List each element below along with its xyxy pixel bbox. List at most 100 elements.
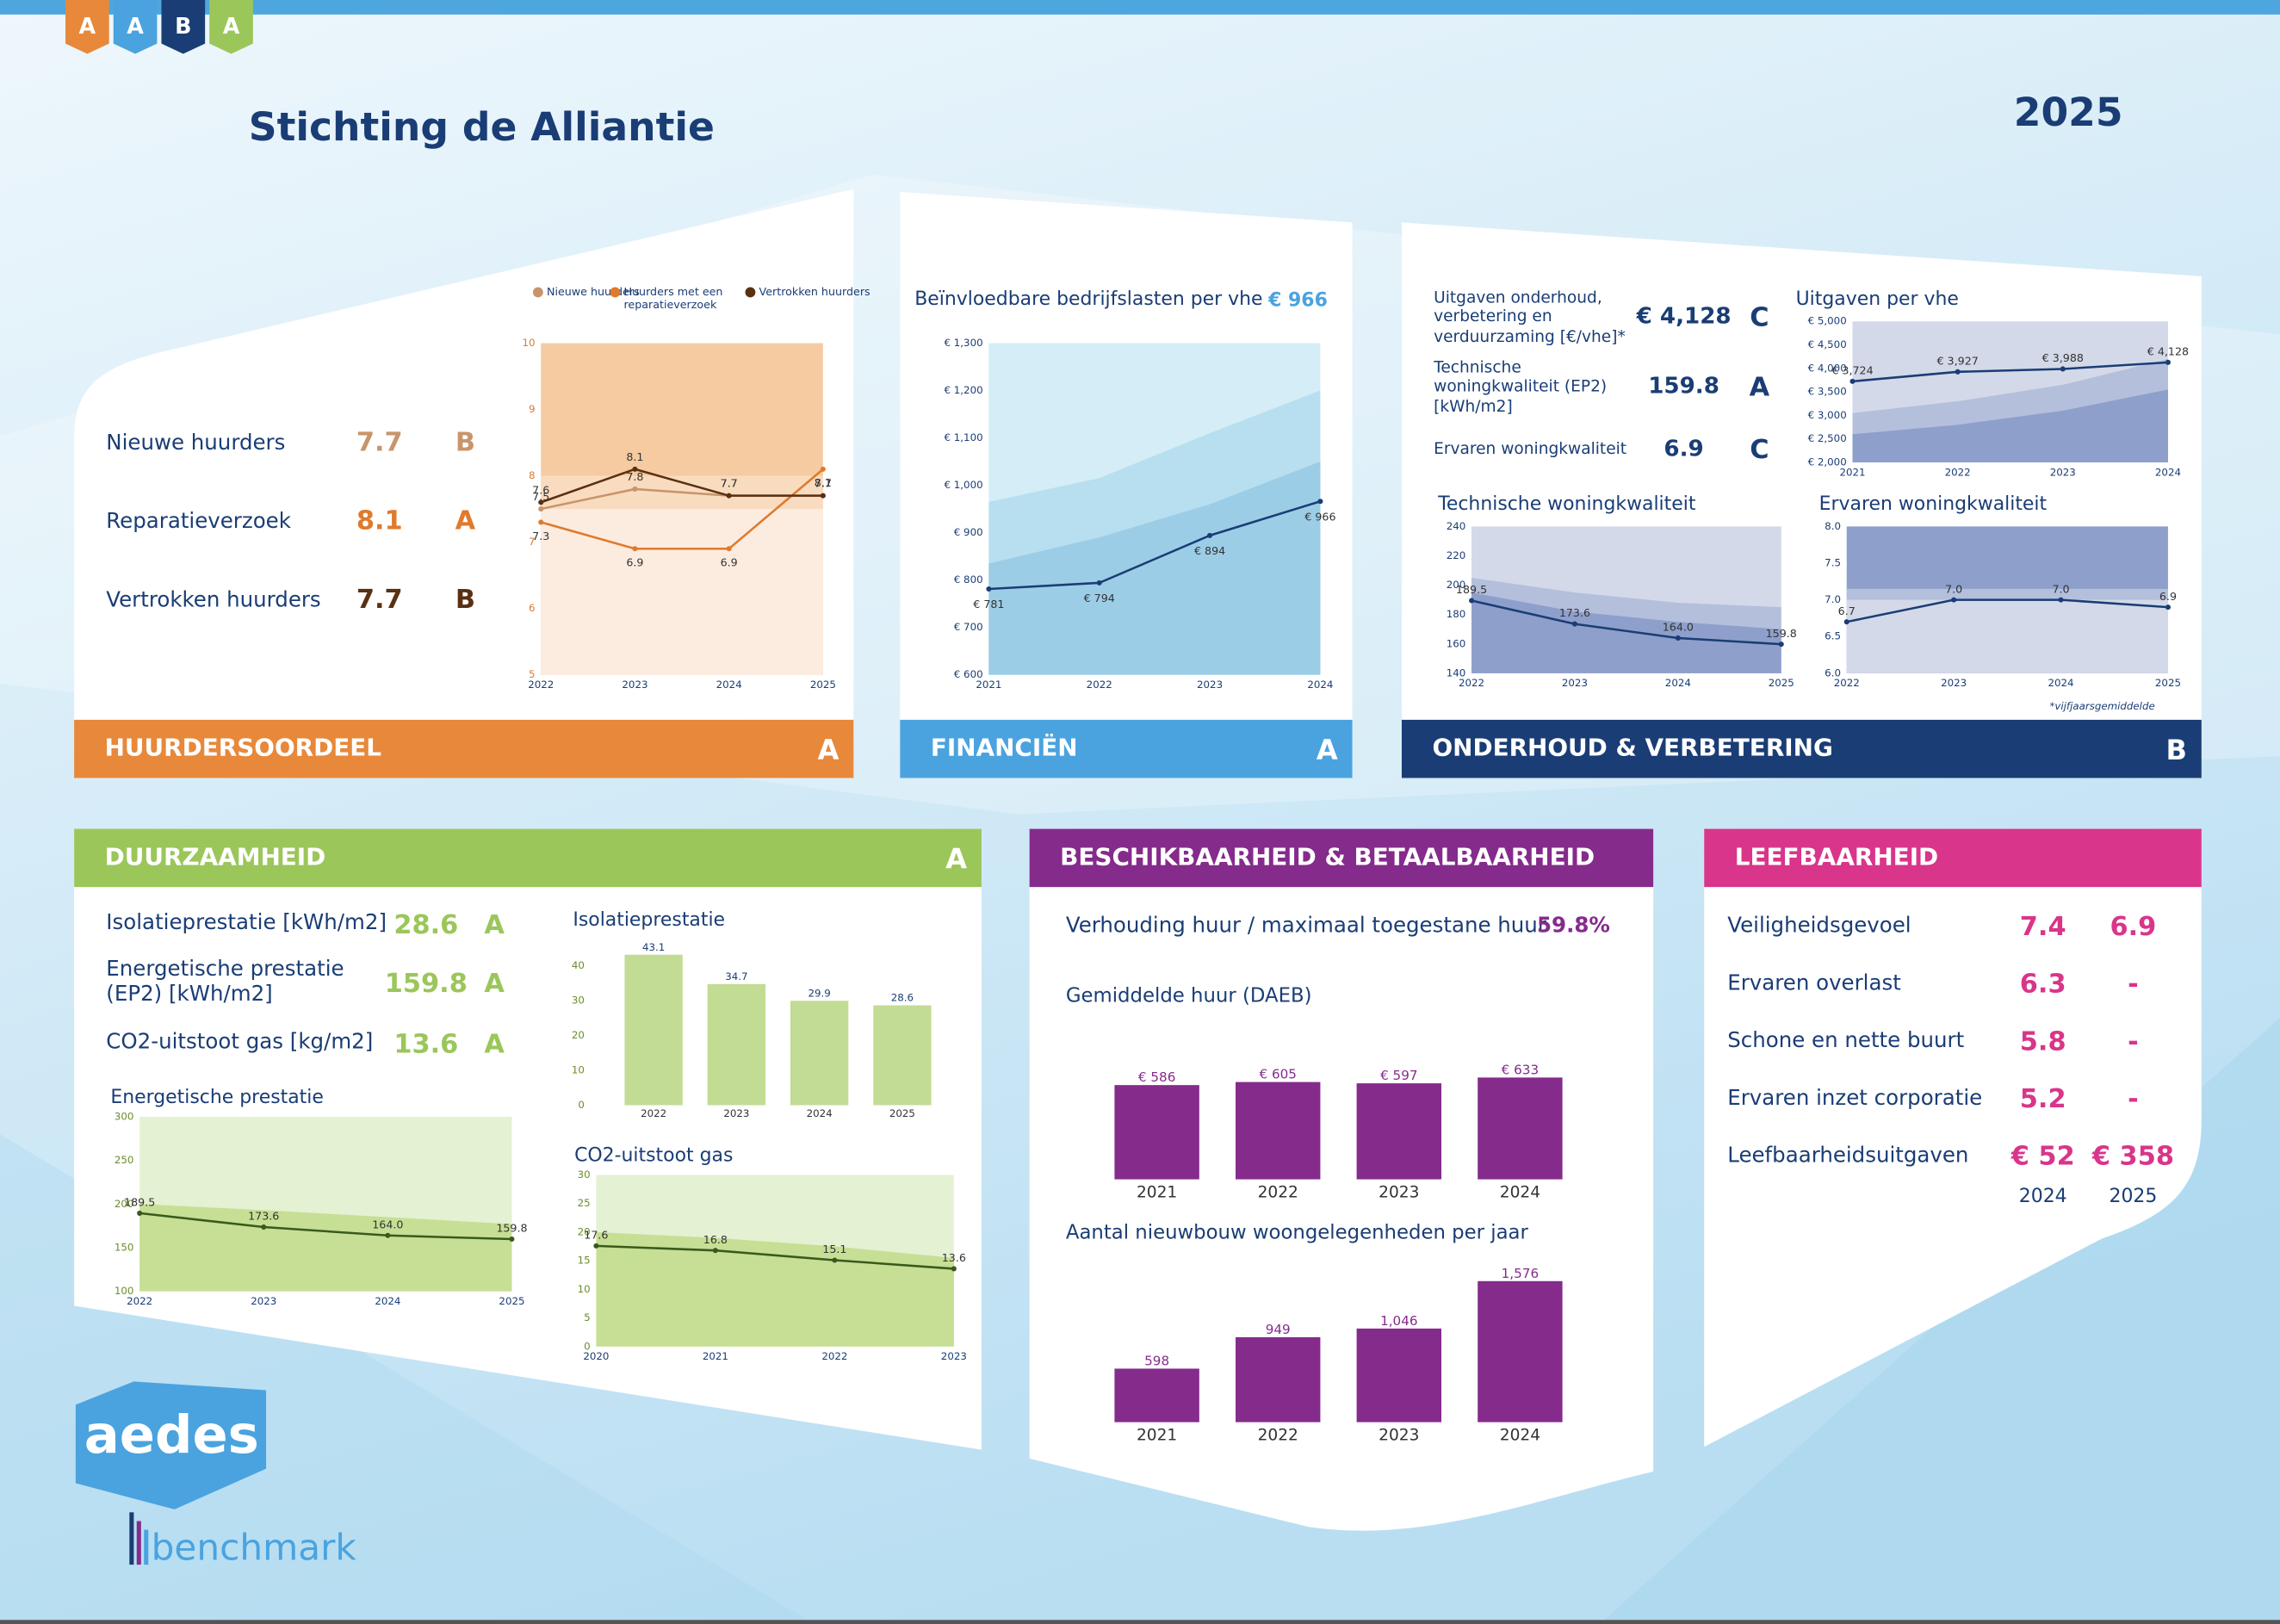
x-tick-label: 2024 xyxy=(1307,679,1333,691)
band-area xyxy=(988,462,1321,675)
data-label: 29.9 xyxy=(808,987,830,999)
benchmark-bar xyxy=(136,1521,141,1565)
data-label: € 4,128 xyxy=(2147,345,2189,358)
data-label: 7.6 xyxy=(532,483,549,496)
kpi-value: 8.1 xyxy=(356,506,403,536)
kpi-grade: A xyxy=(484,1030,505,1060)
kpi-label: Vertrokken huurders xyxy=(106,586,320,611)
page-year: 2025 xyxy=(2014,90,2123,135)
y-tick-label: 6.0 xyxy=(1825,666,1841,679)
kpi-value: 6.9 xyxy=(2110,912,2157,942)
series-line xyxy=(1852,361,2169,383)
data-label: 164.0 xyxy=(1663,621,1694,634)
panel-heading: HUURDERSOORDEEL xyxy=(105,734,381,762)
kpi-label-box: Technische woningkwaliteit (EP2) [kWh/m2… xyxy=(1434,358,1607,415)
y-tick-label: 0 xyxy=(578,1099,585,1111)
data-label: 173.6 xyxy=(248,1210,279,1223)
data-label: € 3,927 xyxy=(1936,354,1978,367)
x-tick-label: 2021 xyxy=(703,1350,728,1362)
y-tick-label: € 1,300 xyxy=(945,337,983,349)
y-tick-label: 220 xyxy=(1447,549,1466,561)
kpi-value: 5.2 xyxy=(2020,1084,2066,1114)
data-label: 1,046 xyxy=(1380,1313,1417,1329)
data-label: € 781 xyxy=(973,598,1004,611)
data-label: 15.1 xyxy=(822,1243,846,1255)
y-tick-label: 7.0 xyxy=(1825,593,1841,605)
data-point xyxy=(712,1248,718,1254)
x-tick-label: 2021 xyxy=(1137,1426,1177,1444)
panel-header xyxy=(1704,828,2202,888)
page-title: Stichting de Alliantie xyxy=(249,104,715,150)
logo-tab xyxy=(65,0,109,54)
band-area xyxy=(596,1231,954,1347)
data-point xyxy=(1849,378,1856,384)
y-tick-label: 240 xyxy=(1447,520,1466,532)
data-label: 7.7 xyxy=(815,477,832,490)
series-line xyxy=(540,468,823,504)
x-tick-label: 2022 xyxy=(821,1350,847,1362)
y-tick-label: 10 xyxy=(578,1283,591,1295)
bar xyxy=(1236,1336,1321,1423)
data-label: € 605 xyxy=(1259,1067,1296,1082)
x-tick-label: 2025 xyxy=(1769,677,1794,689)
data-point xyxy=(593,1243,599,1249)
data-point xyxy=(2165,604,2171,611)
kpi-value: 59.8% xyxy=(1537,913,1610,938)
panel-grade: A xyxy=(1317,734,1338,766)
data-label: € 966 xyxy=(1304,510,1335,523)
chart-title: Uitgaven per vhe xyxy=(1796,288,1959,310)
data-point xyxy=(632,466,638,472)
footnote: *vijfjaarsgemiddelde xyxy=(2049,700,2154,712)
x-tick-label: 2024 xyxy=(375,1295,400,1307)
y-tick-label: € 5,000 xyxy=(1808,315,1847,327)
y-tick-label: 20 xyxy=(572,1029,585,1041)
x-tick-label: 2022 xyxy=(528,679,554,691)
panel-heading: ONDERHOUD & VERBETERING xyxy=(1432,734,1832,762)
panel-header xyxy=(74,828,982,888)
x-tick-label: 2023 xyxy=(941,1350,967,1362)
chart-title: Aantal nieuwbouw woongelegenheden per ja… xyxy=(1066,1222,1529,1244)
kpi-value: 7.7 xyxy=(356,585,403,615)
x-tick-label: 2022 xyxy=(1258,1183,1298,1201)
bar xyxy=(1236,1082,1321,1180)
kpi-label: Beïnvloedbare bedrijfslasten per vhe xyxy=(914,288,1262,310)
kpi-value: 13.6 xyxy=(393,1030,458,1060)
data-point xyxy=(820,493,826,499)
data-label: 28.6 xyxy=(891,992,914,1004)
bar xyxy=(1356,1328,1442,1423)
y-tick-label: 20 xyxy=(578,1225,591,1237)
benchmark-bar xyxy=(144,1529,149,1565)
kpi-grade: B xyxy=(455,585,475,615)
chart-title: Ervaren woningkwaliteit xyxy=(1819,493,2048,515)
x-tick-label: 2025 xyxy=(499,1295,524,1307)
panel-header xyxy=(1029,828,1654,888)
band-area xyxy=(1846,599,2168,673)
x-tick-label: 2021 xyxy=(976,679,1001,691)
data-point xyxy=(1207,532,1213,538)
data-label: € 597 xyxy=(1380,1068,1417,1083)
panel-header xyxy=(74,719,854,778)
bar xyxy=(1478,1077,1563,1180)
x-tick-label: 2024 xyxy=(2048,677,2074,689)
y-tick-label: € 1,200 xyxy=(945,384,983,396)
data-point xyxy=(1675,635,1681,641)
x-tick-label: 2024 xyxy=(1665,677,1691,689)
x-tick-label: 2025 xyxy=(810,679,836,691)
x-tick-label: 2024 xyxy=(716,679,742,691)
kpi-label: Nieuwe huurders xyxy=(106,430,285,455)
data-label: 34.7 xyxy=(725,970,747,982)
bar xyxy=(1356,1083,1442,1180)
data-label: 7.7 xyxy=(721,477,738,490)
data-label: 1,576 xyxy=(1502,1266,1539,1281)
x-tick-label: 2023 xyxy=(251,1295,276,1307)
column-label: 2025 xyxy=(2109,1186,2157,1207)
logo-letter: A xyxy=(79,13,96,39)
legend-marker xyxy=(745,287,756,298)
y-tick-label: 0 xyxy=(584,1340,591,1352)
y-tick-label: € 4,500 xyxy=(1808,338,1847,350)
y-tick-label: € 3,500 xyxy=(1808,386,1847,398)
legend-label: Vertrokken huurders xyxy=(759,284,870,299)
data-label: 16.8 xyxy=(703,1233,728,1246)
